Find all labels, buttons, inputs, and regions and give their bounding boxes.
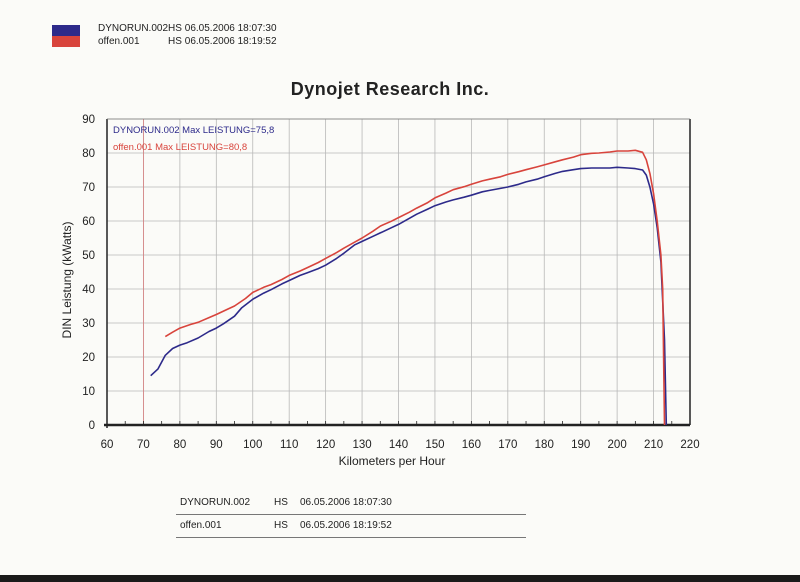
y-tick-label: 60	[82, 216, 95, 228]
legend-run-name: DYNORUN.002	[98, 23, 169, 34]
legend-swatch-red	[52, 36, 80, 47]
y-tick-label: 70	[82, 182, 95, 194]
x-tick-label: 80	[173, 439, 186, 451]
x-tick-label: 110	[280, 439, 298, 451]
table-run-mode: HS	[274, 497, 288, 508]
legend-run-datetime: 06.05.2006 18:19:52	[184, 36, 277, 47]
table-row: DYNORUN.002 HS 06.05.2006 18:07:30	[176, 492, 526, 515]
legend-run-mode: HS	[168, 23, 182, 34]
y-tick-label: 20	[82, 352, 95, 364]
y-tick-label: 0	[89, 420, 95, 432]
y-tick-label: 50	[82, 250, 95, 262]
chart-tick-labels: 60 70 80 90 100 110 120 130 140 150 160 170 180 190 20…	[82, 114, 699, 451]
y-tick-label: 90	[82, 114, 95, 126]
legend-run-datetime: 06.05.2006 18:07:30	[184, 23, 277, 34]
x-tick-label: 190	[571, 439, 590, 451]
x-tick-label: 130	[352, 439, 371, 451]
scan-edge	[0, 575, 800, 582]
legend-run-mode: HS	[168, 36, 182, 47]
run-table: DYNORUN.002 HS 06.05.2006 18:07:30 offen…	[176, 492, 526, 538]
x-tick-label: 150	[425, 439, 444, 451]
table-run-datetime: 06.05.2006 18:07:30	[300, 497, 392, 508]
x-axis-label: Kilometers per Hour	[339, 454, 446, 468]
legend-row-run2: offen.001 HS 06.05.2006 18:19:52	[98, 35, 277, 48]
chart-title: Dynojet Research Inc.	[290, 79, 490, 99]
x-tick-label: 210	[644, 439, 663, 451]
chart-series	[150, 149, 668, 426]
series-line-offen	[164, 149, 666, 426]
max-annotation-run1: DYNORUN.002 Max LEISTUNG=75,8	[113, 125, 274, 136]
series-line-dynorun	[150, 166, 668, 426]
max-annotation-run2: offen.001 Max LEISTUNG=80,8	[113, 142, 247, 153]
chart-grid	[106, 118, 691, 426]
y-tick-label: 80	[82, 148, 95, 160]
x-tick-label: 60	[101, 439, 114, 451]
x-tick-label: 220	[680, 439, 699, 451]
table-run-mode: HS	[274, 520, 288, 531]
table-run-name: offen.001	[180, 520, 222, 531]
x-tick-label: 140	[389, 439, 408, 451]
legend-swatch	[52, 25, 80, 47]
x-tick-label: 180	[535, 439, 554, 451]
x-tick-label: 100	[243, 439, 262, 451]
legend-run-name: offen.001	[98, 36, 140, 47]
table-row: offen.001 HS 06.05.2006 18:19:52	[176, 515, 526, 538]
legend-swatch-blue	[52, 25, 80, 36]
x-tick-label: 200	[608, 439, 627, 451]
legend-row-run1: DYNORUN.002HS 06.05.2006 18:07:30	[98, 22, 277, 35]
y-tick-label: 40	[82, 284, 95, 296]
x-tick-label: 160	[462, 439, 481, 451]
y-tick-label: 10	[82, 386, 95, 398]
x-tick-label: 70	[137, 439, 150, 451]
x-tick-label: 90	[210, 439, 223, 451]
y-axis-label: DIN Leistung (kWatts)	[60, 222, 74, 339]
table-run-name: DYNORUN.002	[180, 497, 251, 508]
x-tick-label: 120	[316, 439, 335, 451]
table-run-datetime: 06.05.2006 18:19:52	[300, 520, 392, 531]
x-tick-label: 170	[498, 439, 517, 451]
y-tick-label: 30	[82, 318, 95, 330]
chart-axes	[104, 118, 691, 428]
